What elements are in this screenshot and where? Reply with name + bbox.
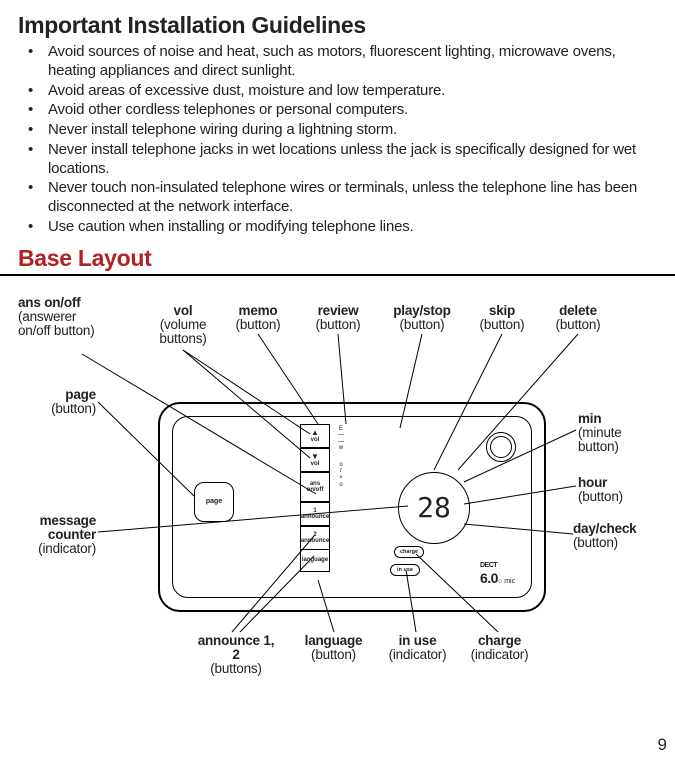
label-inuse: in use(indicator): [380, 634, 455, 662]
guideline-item: Avoid sources of noise and heat, such as…: [44, 43, 657, 81]
device-display: 28: [398, 472, 470, 544]
label-daycheck: day/check(button): [573, 522, 653, 550]
ge-logo-icon: [486, 432, 516, 462]
label-announce: announce 1, 2(buttons): [196, 634, 276, 677]
guideline-item: Never install telephone jacks in wet loc…: [44, 141, 657, 179]
guideline-item: Use caution when installing or modifying…: [44, 218, 657, 237]
guideline-item: Avoid other cordless telephones or perso…: [44, 101, 657, 120]
label-playstop: play/stop(button): [386, 304, 458, 332]
label-memo: memo(button): [228, 304, 288, 332]
device-page-button: page: [194, 482, 234, 522]
device-ans: ans on/off: [300, 472, 330, 502]
installation-heading: Important Installation Guidelines: [18, 12, 657, 39]
label-min: min(minute button): [578, 412, 648, 455]
device-announce2: 2 announce: [300, 526, 330, 550]
device-language: language: [300, 550, 330, 572]
label-skip: skip(button): [472, 304, 532, 332]
label-review: review(button): [308, 304, 368, 332]
label-delete: delete(button): [548, 304, 608, 332]
guideline-item: Avoid areas of excessive dust, moisture …: [44, 82, 657, 101]
label-charge: charge(indicator): [462, 634, 537, 662]
device-announce1: 1 announce: [300, 502, 330, 526]
label-message-counter: message counter(indicator): [20, 514, 96, 557]
guideline-item: Never touch non-insulated telephone wire…: [44, 179, 657, 217]
divider: [0, 274, 675, 276]
base-layout-diagram: ans on/off(answerer on/off button) vol(v…: [18, 282, 657, 732]
device-inuse-indicator: in use: [390, 564, 420, 576]
device-tiny-col: E — — w o r × o: [336, 426, 346, 489]
page-number: 9: [658, 735, 667, 755]
label-ans-onoff: ans on/off(answerer on/off button): [18, 296, 100, 339]
label-vol: vol(volume buttons): [148, 304, 218, 347]
guidelines-list: Avoid sources of noise and heat, such as…: [18, 43, 657, 237]
base-layout-heading: Base Layout: [18, 245, 657, 272]
device-charge-indicator: charge: [394, 546, 424, 558]
guideline-item: Never install telephone wiring during a …: [44, 121, 657, 140]
label-page: page(button): [36, 388, 96, 416]
label-hour: hour(button): [578, 476, 648, 504]
label-language: language(button): [296, 634, 371, 662]
device-vol-dn: ▼ vol: [300, 448, 330, 472]
device-mic-label: mic: [498, 578, 515, 585]
device-vol-up: ▲ vol: [300, 424, 330, 448]
device-dect-label: DECT 6.0: [480, 558, 498, 586]
